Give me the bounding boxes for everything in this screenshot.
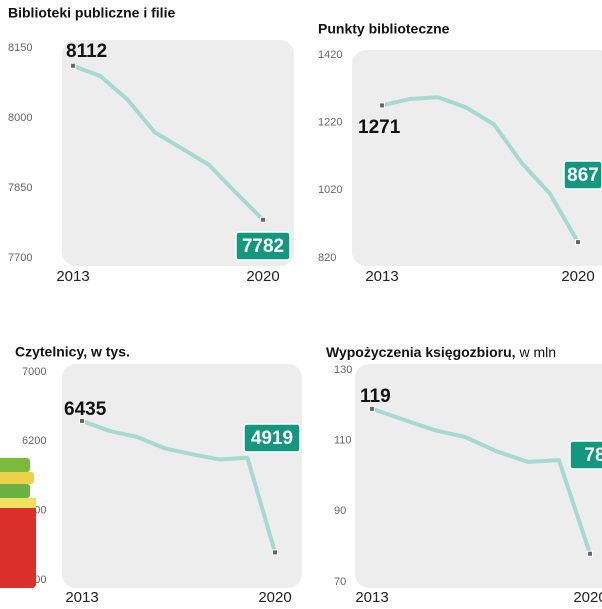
y-tick-label: 1420 [318, 49, 342, 61]
data-point [261, 217, 266, 222]
data-label: 4919 [251, 428, 293, 449]
y-tick-label: 70 [334, 576, 346, 588]
chart-title: Wypożyczenia księgozbioru, [326, 344, 516, 360]
data-label: 8112 [66, 41, 107, 62]
plot-area [62, 364, 302, 588]
x-tick-label: 2013 [365, 268, 398, 285]
data-label: 78 [584, 445, 602, 466]
data-label: 119 [360, 386, 391, 407]
y-tick-label: 7700 [8, 252, 32, 264]
data-point [380, 103, 385, 108]
chart-title: Czytelnicy, w tys. [15, 344, 130, 360]
x-tick-label: 2013 [56, 268, 89, 285]
x-tick-label: 2020 [561, 268, 594, 285]
data-label: 867 [567, 165, 599, 186]
y-tick-label: 1220 [318, 117, 342, 129]
y-tick-label: 7000 [22, 366, 46, 378]
x-tick-label: 2020 [573, 589, 602, 606]
y-tick-label: 7850 [8, 182, 32, 194]
plot-area [352, 50, 602, 266]
x-tick-label: 2013 [65, 589, 98, 606]
books-icon [0, 458, 36, 588]
data-label: 7782 [242, 236, 284, 257]
data-label: 6435 [64, 399, 107, 420]
y-tick-label: 6200 [22, 435, 46, 447]
y-tick-label: 130 [334, 364, 352, 376]
y-tick-label: 8150 [8, 42, 32, 54]
data-point [71, 63, 76, 68]
data-point [588, 551, 593, 556]
y-tick-label: 820 [318, 252, 336, 264]
y-tick-label: 1020 [318, 184, 342, 196]
chart-title: Biblioteki publiczne i filie [8, 5, 175, 21]
chart-subtitle: w mln [518, 344, 556, 360]
chart-page: Biblioteki publiczne i filie Punkty bibl… [0, 0, 602, 609]
data-point [576, 240, 581, 245]
x-tick-label: 2020 [258, 589, 291, 606]
y-tick-label: 90 [334, 505, 346, 517]
data-label: 1271 [358, 117, 401, 138]
x-tick-label: 2013 [355, 589, 388, 606]
chart-title: Punkty biblioteczne [318, 21, 450, 37]
data-point [273, 550, 278, 555]
x-tick-label: 2020 [246, 268, 279, 285]
y-tick-label: 110 [334, 435, 352, 447]
data-point [370, 406, 375, 411]
y-tick-label: 8000 [8, 112, 32, 124]
chart-title: Wypożyczenia księgozbioru, w mln [326, 344, 556, 360]
